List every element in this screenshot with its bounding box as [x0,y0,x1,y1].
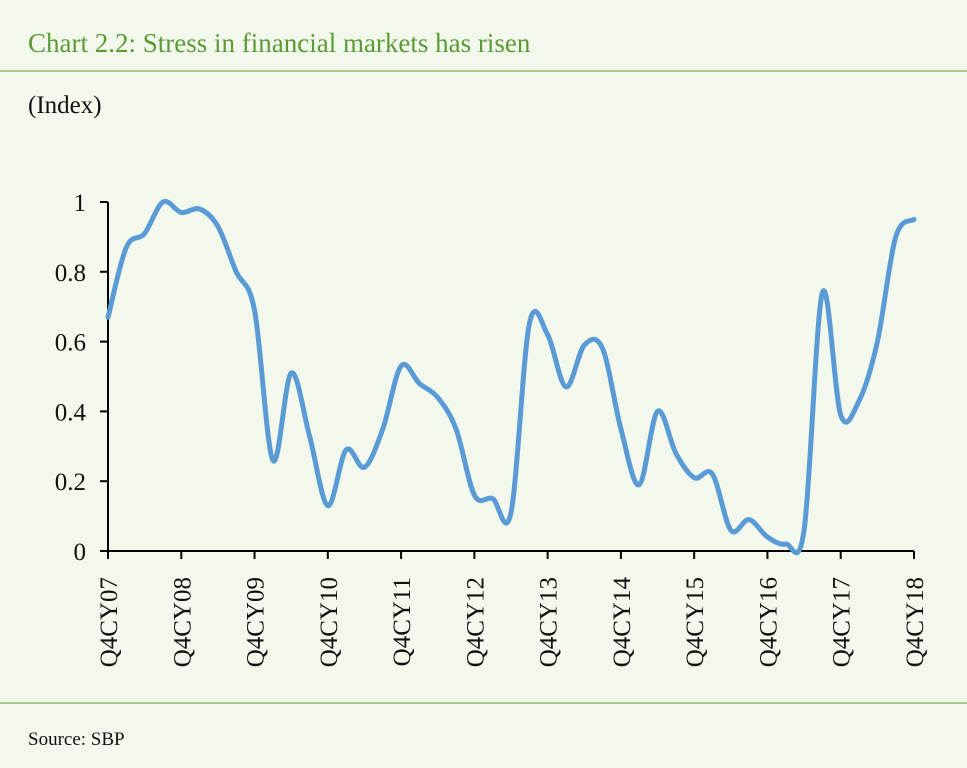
x-tick-label: Q4CY07 [96,577,123,667]
x-tick-label: Q4CY17 [829,577,856,667]
series-group [105,198,917,556]
y-tick-label: 0.6 [55,330,86,357]
y-axis-label: (Index) [28,92,102,119]
x-tick-label: Q4CY14 [609,577,636,668]
y-tick-label: 1 [74,190,87,217]
source-note: Source: SBP [28,729,125,750]
source-divider [0,702,967,704]
title-divider [0,70,967,72]
x-tick-label: Q4CY09 [243,577,270,667]
x-tick-label: Q4CY12 [462,577,489,667]
y-tick-label: 0.8 [55,260,86,287]
x-tick-label: Q4CY08 [169,577,196,667]
x-tick-label: Q4CY10 [316,577,343,667]
chart-title: Chart 2.2: Stress in financial markets h… [28,28,531,58]
x-tick-label: Q4CY15 [682,577,709,667]
x-tick-label: Q4CY16 [755,577,782,667]
chart-canvas: (Index) 0 0.2 0.4 0.6 0.8 1 Q4CY07 Q4CY08 Q4CY09… [28,92,929,667]
y-tick-label: 0.2 [55,469,86,496]
series-line [105,198,917,556]
y-tick-label: 0.4 [55,399,87,426]
axes: 0 0.2 0.4 0.6 0.8 1 Q4CY07 Q4CY08 Q4CY09 Q4CY10 Q4… [55,190,929,667]
y-tick-label: 0 [74,539,87,566]
x-tick-label: Q4CY11 [389,577,416,666]
x-tick-label: Q4CY13 [536,577,563,667]
x-tick-label: Q4CY18 [902,577,929,667]
